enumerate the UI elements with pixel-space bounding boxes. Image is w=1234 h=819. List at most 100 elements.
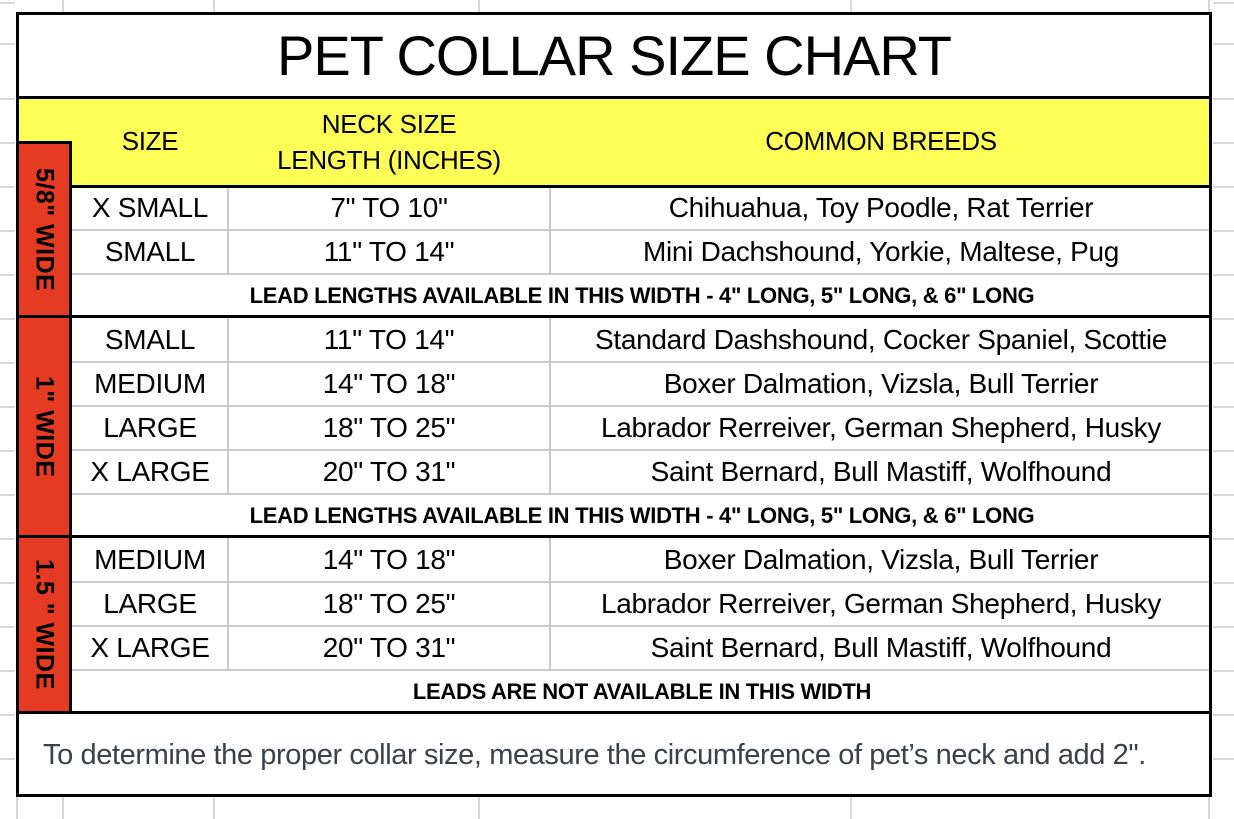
column-header-size: SIZE [121, 126, 179, 156]
gridline [1213, 450, 1234, 452]
row-divider [72, 625, 1210, 627]
gridline [850, 797, 852, 819]
header-row-background [17, 98, 1210, 185]
gridline [1213, 670, 1234, 672]
table-row: X LARGE 20" TO 31" Saint Bernard, Bull M… [72, 450, 1212, 494]
neck-cell: 20" TO 31" [322, 456, 456, 487]
gridline [1213, 758, 1234, 760]
gridline [0, 362, 15, 364]
column-divider [549, 538, 551, 669]
gridline [0, 2, 15, 4]
gridline [1213, 538, 1234, 540]
width-band-label: 5/8" WIDE [30, 167, 59, 292]
gridline [1213, 98, 1234, 100]
column-divider [227, 188, 229, 273]
gridline [62, 797, 64, 819]
size-cell: SMALL [104, 236, 196, 267]
gridline [850, 0, 852, 12]
gridline [0, 450, 15, 452]
column-divider [227, 538, 229, 669]
gridline [1213, 43, 1234, 45]
gridline [1213, 186, 1234, 188]
width-band-1-inch: 1" WIDE [16, 315, 72, 538]
lead-unavailable-note: LEADS ARE NOT AVAILABLE IN THIS WIDTH [412, 679, 872, 704]
row-divider [72, 581, 1210, 583]
gridline [478, 0, 480, 12]
gridline [0, 670, 15, 672]
neck-cell: 20" TO 31" [322, 632, 456, 663]
gridline [0, 758, 15, 760]
neck-cell: 11" TO 14" [323, 236, 455, 267]
gridline [1213, 626, 1234, 628]
gridline [478, 797, 480, 819]
size-cell: LARGE [103, 588, 197, 619]
width-band-5-8-inch: 5/8" WIDE [16, 141, 72, 318]
neck-cell: 11" TO 14" [323, 324, 455, 355]
breeds-cell: Chihuahua, Toy Poodle, Rat Terrier [668, 192, 1094, 223]
table-row: LARGE 18" TO 25" Labrador Rerreiver, Ger… [72, 582, 1212, 626]
gridline [0, 186, 15, 188]
table-row: LARGE 18" TO 25" Labrador Rerreiver, Ger… [72, 406, 1212, 450]
column-divider [549, 318, 551, 493]
column-divider [227, 318, 229, 493]
column-header-neck-line1: NECK SIZE [321, 108, 457, 139]
gridline [1213, 362, 1234, 364]
gridline [0, 538, 15, 540]
gridline [0, 98, 15, 100]
neck-cell: 18" TO 25" [322, 588, 456, 619]
column-header-common-breeds: COMMON BREEDS [765, 126, 997, 156]
page-title: PET COLLAR SIZE CHART [277, 23, 952, 87]
row-divider [72, 493, 1210, 495]
gridline [1213, 142, 1234, 144]
gridline [62, 0, 64, 12]
row-divider [72, 361, 1210, 363]
breeds-cell: Mini Dachshound, Yorkie, Maltese, Pug [642, 236, 1120, 267]
breeds-cell: Labrador Rerreiver, German Shepherd, Hus… [600, 588, 1162, 619]
gridline [0, 274, 15, 276]
breeds-cell: Boxer Dalmation, Vizsla, Bull Terrier [663, 368, 1099, 399]
gridline [1213, 2, 1234, 4]
breeds-cell: Saint Bernard, Bull Mastiff, Wolfhound [650, 456, 1112, 487]
gridline [0, 230, 15, 232]
size-cell: MEDIUM [94, 544, 206, 575]
table-row: MEDIUM 14" TO 18" Boxer Dalmation, Vizsl… [72, 538, 1212, 582]
gridline [1213, 230, 1234, 232]
gridline [0, 494, 15, 496]
gridline [213, 797, 215, 819]
section-border [16, 185, 1212, 188]
lead-availability-note: LEAD LENGTHS AVAILABLE IN THIS WIDTH - 4… [249, 283, 1035, 308]
gridline [1213, 406, 1234, 408]
gridline [1208, 797, 1210, 819]
breeds-cell: Labrador Rerreiver, German Shepherd, Hus… [600, 412, 1162, 443]
table-row: MEDIUM 14" TO 18" Boxer Dalmation, Vizsl… [72, 362, 1212, 406]
size-cell: X LARGE [90, 632, 210, 663]
gridline [0, 318, 15, 320]
gridline [1213, 318, 1234, 320]
gridline [1213, 274, 1234, 276]
column-divider [549, 188, 551, 273]
gridline [16, 797, 18, 819]
neck-cell: 18" TO 25" [322, 412, 456, 443]
gridline [0, 582, 15, 584]
row-divider [72, 229, 1210, 231]
section-border [16, 711, 1212, 714]
gridline [1208, 0, 1210, 12]
gridline [0, 714, 15, 716]
section-border [16, 535, 1212, 538]
gridline [1213, 582, 1234, 584]
size-cell: X SMALL [91, 192, 209, 223]
gridline [0, 43, 15, 45]
gridline [0, 626, 15, 628]
neck-cell: 7" TO 10" [330, 192, 448, 223]
row-divider [72, 669, 1210, 671]
lead-availability-note: LEAD LENGTHS AVAILABLE IN THIS WIDTH - 4… [249, 503, 1035, 528]
table-row: X LARGE 20" TO 31" Saint Bernard, Bull M… [72, 626, 1212, 670]
size-cell: LARGE [103, 412, 197, 443]
size-cell: SMALL [104, 324, 196, 355]
width-band-label: 1.5 " WIDE [30, 559, 59, 690]
size-cell: MEDIUM [94, 368, 206, 399]
breeds-cell: Standard Dashshound, Cocker Spaniel, Sco… [594, 324, 1168, 355]
neck-cell: 14" TO 18" [322, 544, 456, 575]
